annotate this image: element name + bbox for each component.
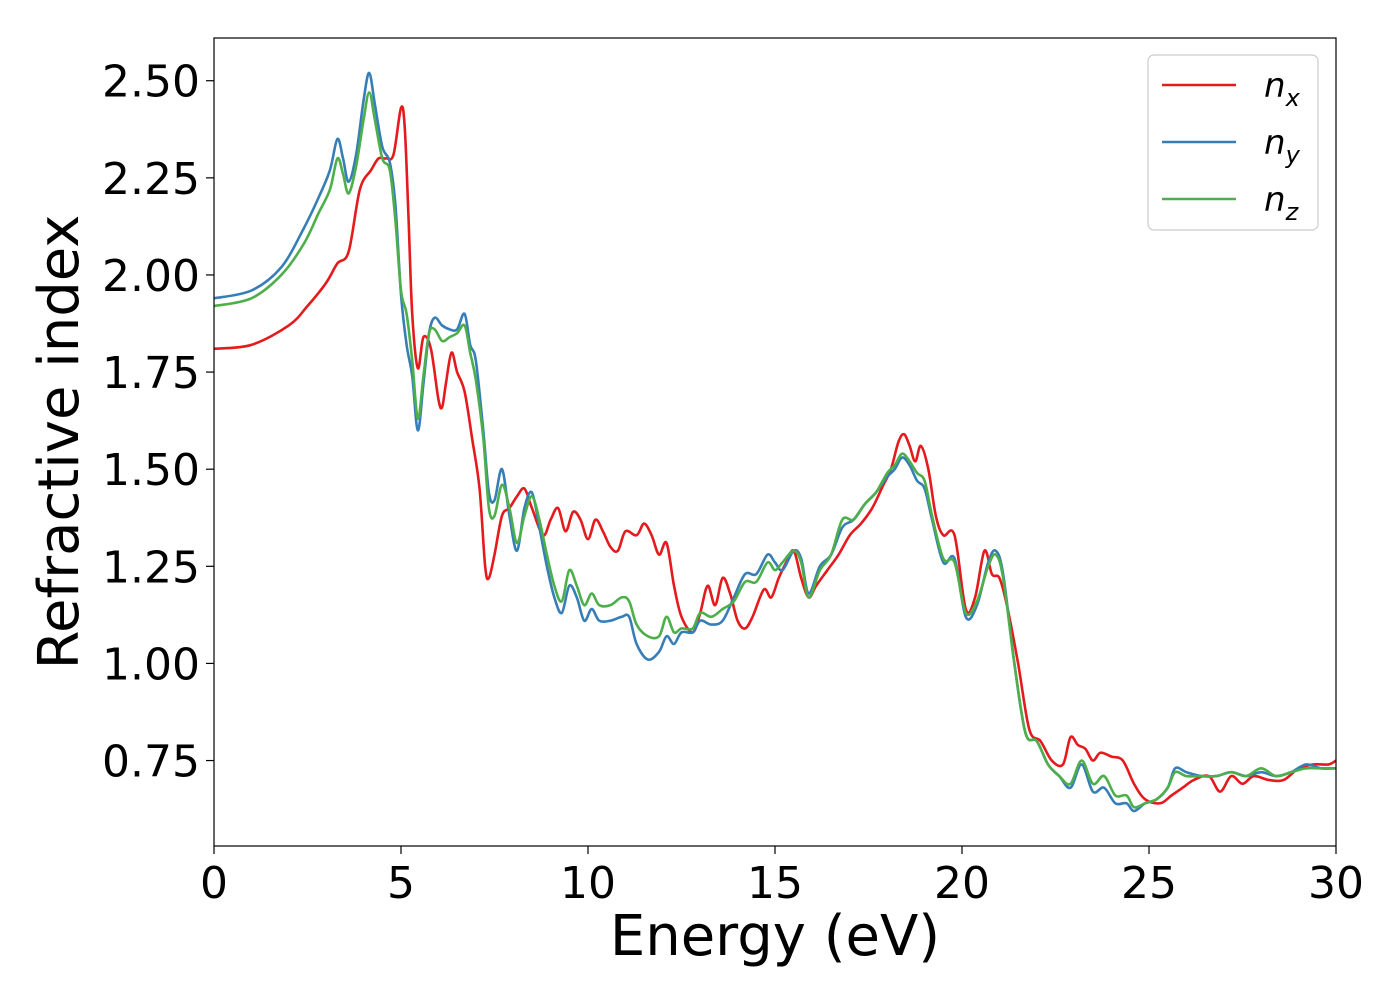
series-line-x xyxy=(214,105,1336,805)
legend-label-z: nz xyxy=(1264,180,1300,226)
y-tick-label: 2.00 xyxy=(102,251,200,302)
x-tick-label: 30 xyxy=(1308,858,1364,909)
x-tick-label: 25 xyxy=(1121,858,1177,909)
x-axis-title: Energy (eV) xyxy=(610,904,940,969)
y-tick-label: 2.25 xyxy=(102,154,200,205)
x-tick-label: 5 xyxy=(387,858,415,909)
series-layer xyxy=(214,71,1336,813)
y-tick-label: 1.50 xyxy=(102,445,200,496)
legend-label-x: nx xyxy=(1264,66,1301,112)
y-tick-label: 1.75 xyxy=(102,348,200,399)
series-line-y xyxy=(214,71,1336,813)
series-line-z xyxy=(214,91,1336,809)
x-tick-label: 10 xyxy=(560,858,616,909)
legend: nx ny nz xyxy=(1147,54,1319,231)
y-tick-label: 2.50 xyxy=(102,57,200,108)
legend-label-y: ny xyxy=(1264,123,1301,169)
x-tick-label: 20 xyxy=(934,858,990,909)
x-axis: 0 5 10 15 20 25 30 xyxy=(200,846,1364,909)
y-tick-label: 0.75 xyxy=(102,737,200,788)
y-axis: 0.75 1.00 1.25 1.50 1.75 2.00 2.25 2.50 xyxy=(102,57,214,788)
y-tick-label: 1.25 xyxy=(102,542,200,593)
x-tick-label: 0 xyxy=(200,858,228,909)
y-tick-label: 1.00 xyxy=(102,639,200,690)
x-tick-label: 15 xyxy=(747,858,803,909)
y-axis-title: Refractive index xyxy=(27,215,92,670)
